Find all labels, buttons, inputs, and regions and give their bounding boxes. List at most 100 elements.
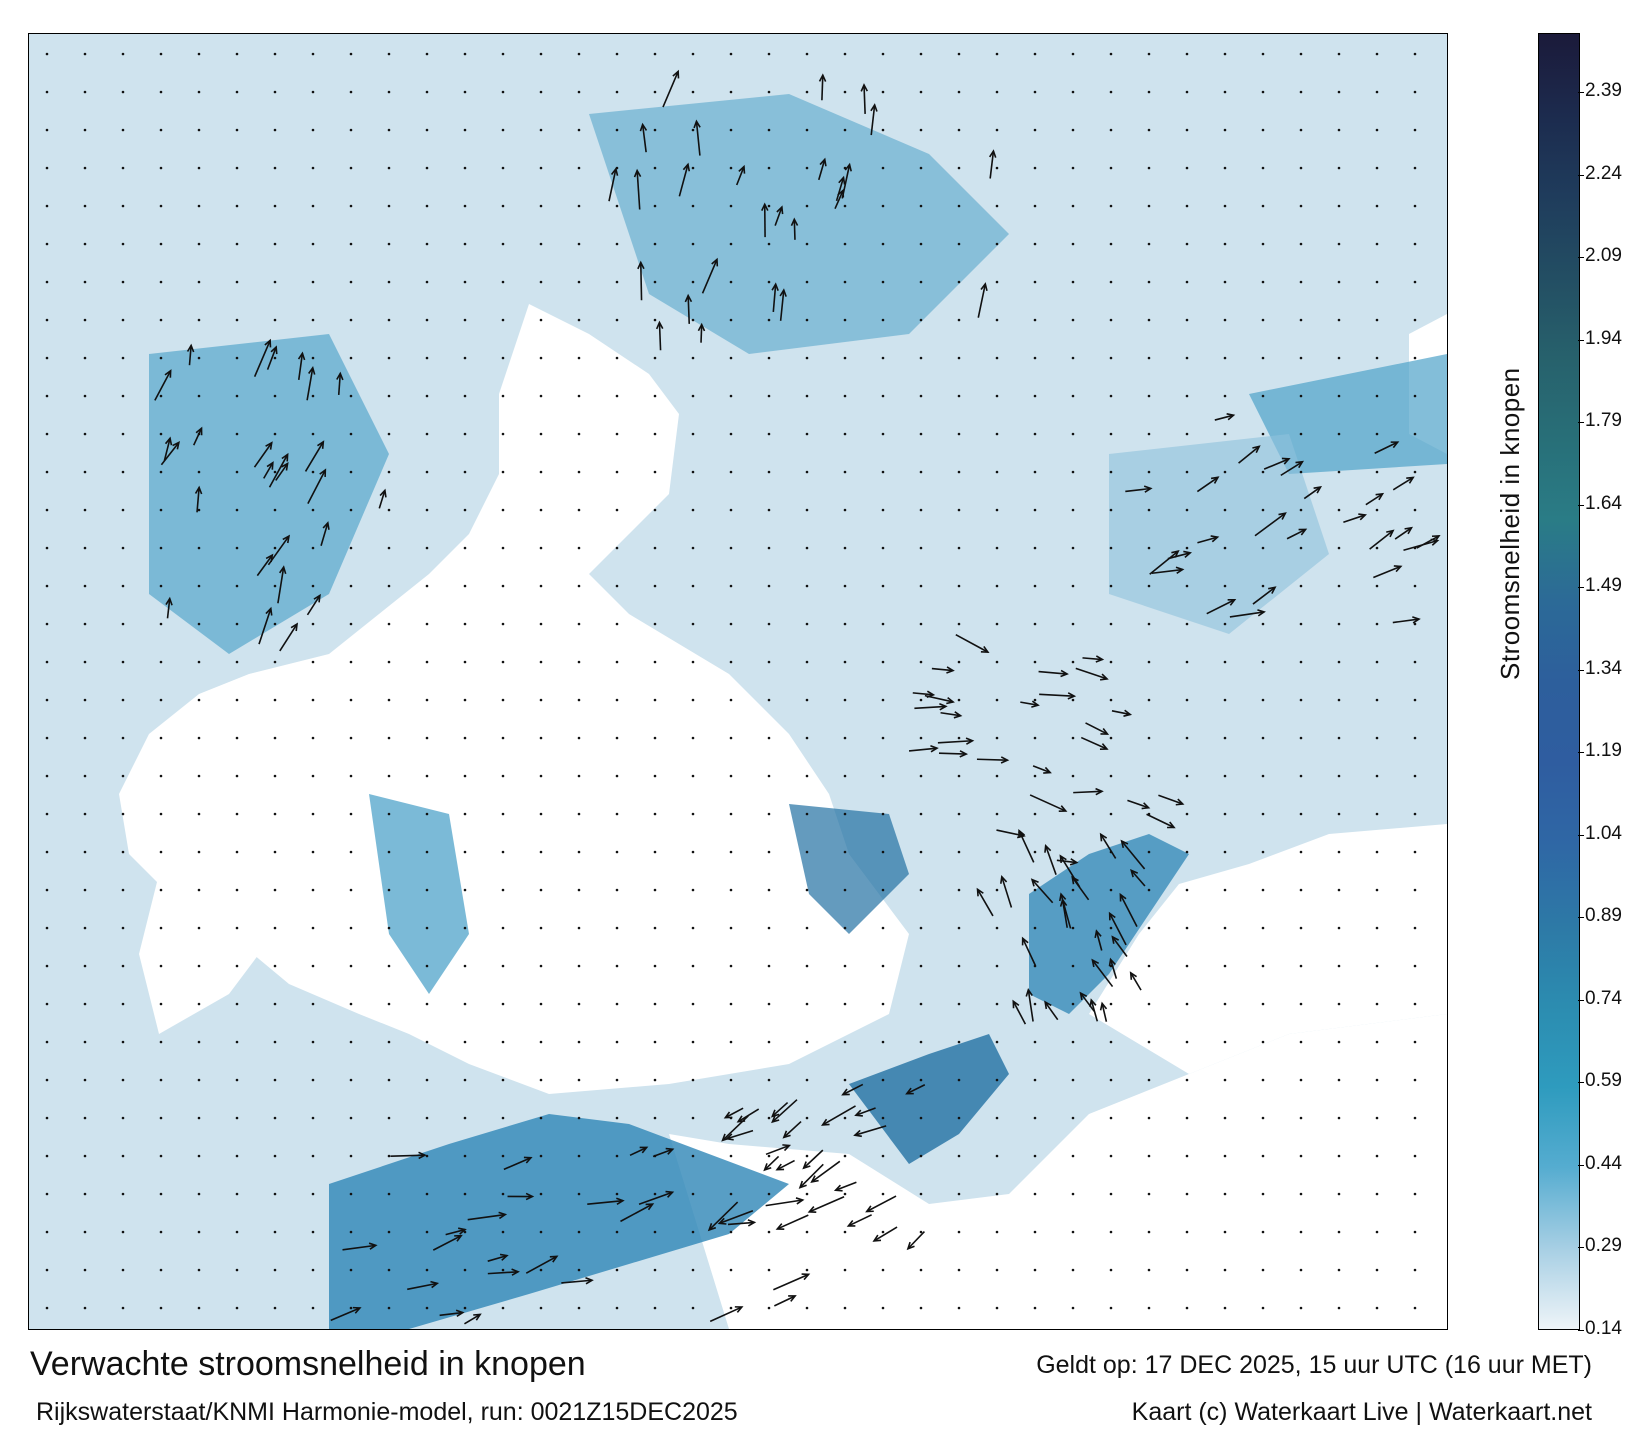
current-arrow bbox=[763, 1155, 780, 1172]
grid-dot bbox=[577, 888, 581, 892]
grid-dot bbox=[691, 660, 695, 664]
grid-dot bbox=[349, 90, 353, 94]
grid-dot bbox=[1299, 1154, 1303, 1158]
grid-dot bbox=[235, 888, 239, 892]
grid-dot bbox=[501, 204, 505, 208]
grid-dot bbox=[691, 850, 695, 854]
grid-dot bbox=[1299, 698, 1303, 702]
grid-dot bbox=[539, 432, 543, 436]
grid-dot bbox=[995, 52, 999, 56]
grid-dot bbox=[1071, 888, 1075, 892]
grid-dot bbox=[767, 736, 771, 740]
grid-dot bbox=[1375, 1154, 1379, 1158]
grid-dot bbox=[45, 660, 49, 664]
grid-dot bbox=[387, 1306, 391, 1310]
grid-dot bbox=[235, 1306, 239, 1310]
grid-dot bbox=[45, 850, 49, 854]
grid-dot bbox=[235, 1230, 239, 1234]
grid-dot bbox=[1185, 1268, 1189, 1272]
grid-dot bbox=[197, 1002, 201, 1006]
grid-dot bbox=[45, 736, 49, 740]
grid-dot bbox=[387, 52, 391, 56]
grid-dot bbox=[1375, 1192, 1379, 1196]
grid-dot bbox=[235, 774, 239, 778]
grid-dot bbox=[1109, 280, 1113, 284]
grid-dot bbox=[311, 1040, 315, 1044]
current-arrow bbox=[165, 596, 173, 619]
grid-dot bbox=[1185, 1040, 1189, 1044]
current-arrow bbox=[1303, 485, 1323, 500]
grid-dot bbox=[1413, 90, 1417, 94]
grid-dot bbox=[349, 356, 353, 360]
grid-dot bbox=[577, 52, 581, 56]
grid-dot bbox=[957, 736, 961, 740]
grid-dot bbox=[349, 1116, 353, 1120]
current-arrow bbox=[761, 202, 769, 238]
grid-dot bbox=[767, 812, 771, 816]
grid-dot bbox=[995, 584, 999, 588]
grid-dot bbox=[653, 1268, 657, 1272]
grid-dot bbox=[349, 926, 353, 930]
grid-dot bbox=[653, 584, 657, 588]
grid-dot bbox=[1109, 622, 1113, 626]
grid-dot bbox=[1413, 318, 1417, 322]
grid-dot bbox=[577, 698, 581, 702]
grid-dot bbox=[425, 1154, 429, 1158]
grid-dot bbox=[995, 1116, 999, 1120]
grid-dot bbox=[1413, 356, 1417, 360]
current-arrow bbox=[407, 1280, 440, 1291]
grid-dot bbox=[843, 1116, 847, 1120]
grid-dot bbox=[1413, 1230, 1417, 1234]
grid-dot bbox=[311, 394, 315, 398]
grid-dot bbox=[995, 698, 999, 702]
grid-dot bbox=[1375, 888, 1379, 892]
grid-dot bbox=[1223, 1154, 1227, 1158]
current-arrow bbox=[1099, 1001, 1108, 1022]
grid-dot bbox=[1071, 204, 1075, 208]
colorbar-tick-mark bbox=[1578, 1329, 1584, 1331]
grid-dot bbox=[501, 774, 505, 778]
grid-dot bbox=[539, 888, 543, 892]
grid-dot bbox=[197, 356, 201, 360]
grid-dot bbox=[425, 204, 429, 208]
grid-dot bbox=[995, 280, 999, 284]
grid-dot bbox=[1109, 1268, 1113, 1272]
grid-dot bbox=[159, 1192, 163, 1196]
current-arrow bbox=[709, 1306, 744, 1323]
grid-dot bbox=[83, 850, 87, 854]
grid-dot bbox=[881, 1040, 885, 1044]
grid-dot bbox=[1109, 1306, 1113, 1310]
grid-dot bbox=[1413, 128, 1417, 132]
grid-dot bbox=[349, 318, 353, 322]
grid-dot bbox=[45, 356, 49, 360]
grid-dot bbox=[159, 1078, 163, 1082]
grid-dot bbox=[1033, 90, 1037, 94]
grid-dot bbox=[615, 90, 619, 94]
grid-dot bbox=[539, 90, 543, 94]
grid-dot bbox=[577, 850, 581, 854]
grid-dot bbox=[919, 1040, 923, 1044]
grid-dot bbox=[197, 1268, 201, 1272]
map-area[interactable] bbox=[28, 33, 1448, 1330]
current-arrow bbox=[1044, 1000, 1059, 1021]
grid-dot bbox=[1261, 280, 1265, 284]
grid-dot bbox=[45, 584, 49, 588]
grid-dot bbox=[273, 318, 277, 322]
grid-dot bbox=[235, 812, 239, 816]
grid-dot bbox=[311, 1002, 315, 1006]
grid-dot bbox=[83, 1078, 87, 1082]
grid-dot bbox=[463, 622, 467, 626]
current-arrow bbox=[807, 1196, 845, 1213]
grid-dot bbox=[1071, 964, 1075, 968]
grid-dot bbox=[539, 166, 543, 170]
grid-dot bbox=[121, 812, 125, 816]
grid-dot bbox=[805, 432, 809, 436]
grid-dot bbox=[501, 356, 505, 360]
grid-dot bbox=[1337, 1230, 1341, 1234]
grid-dot bbox=[1337, 318, 1341, 322]
grid-dot bbox=[83, 166, 87, 170]
grid-dot bbox=[273, 432, 277, 436]
colorbar-tick-mark bbox=[1578, 504, 1584, 506]
grid-dot bbox=[843, 1268, 847, 1272]
grid-dot bbox=[691, 964, 695, 968]
